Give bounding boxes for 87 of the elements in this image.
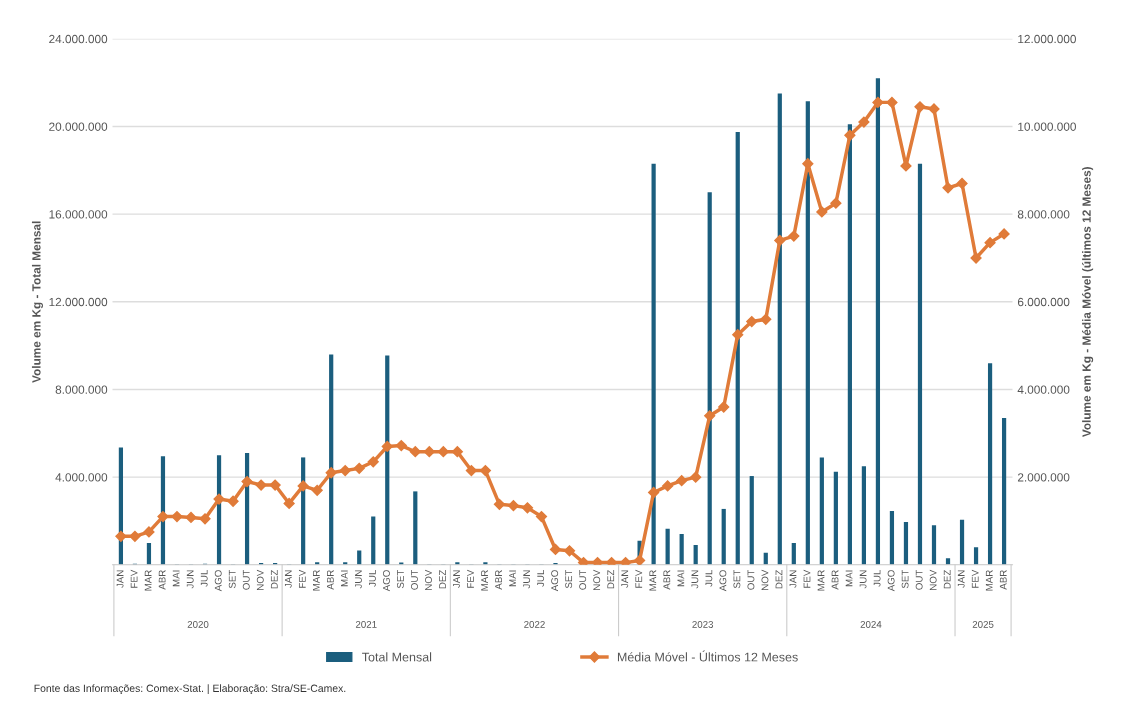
y-axis-title: Volume em Kg - Total Mensal <box>31 221 43 383</box>
x-tick-label: OUT <box>242 569 250 590</box>
x-tick-label: JAN <box>621 570 629 588</box>
x-tick-label: MAI <box>172 570 180 587</box>
text: 2025 <box>972 621 994 628</box>
x-tick-label: JUL <box>873 569 881 587</box>
x-tick-label: SET <box>901 569 909 589</box>
y2-tick-label: 12.000.000 <box>1018 34 1076 44</box>
x-tick-label: AGO <box>719 570 727 592</box>
x-tick-label: FEV <box>130 569 138 588</box>
x-tick-label: SET <box>565 569 573 589</box>
x-tick-label: ABR <box>663 570 671 590</box>
y-tick-label: 16.000.000 <box>49 210 108 219</box>
x-tick-label: MAR <box>649 570 657 591</box>
y-tick-label: 4.000.000 <box>55 473 108 482</box>
y2-tick-label: 10.000.000 <box>1018 122 1076 131</box>
x-tick-label: MAR <box>985 570 993 591</box>
x-tick-label: AGO <box>551 570 559 592</box>
x-tick-label: DEZ <box>607 569 615 589</box>
x-tick-label: DEZ <box>943 569 951 589</box>
x-tick-label: ABR <box>495 570 502 590</box>
y-tick-label: 24.000.000 <box>49 34 108 44</box>
x-tick-label: OUT <box>411 569 418 590</box>
x-tick-label: JUN <box>691 570 699 589</box>
x-tick-label: MAI <box>677 570 685 587</box>
x-tick-label: ABR <box>831 570 839 590</box>
x-tick-label: FEV <box>803 569 811 588</box>
x-tick-label: JAN <box>453 570 460 588</box>
y2-tick-label: 4.000.000 <box>1017 385 1070 394</box>
x-tick-label: OUT <box>915 569 923 590</box>
text: 2021 <box>355 621 377 628</box>
text: 2020 <box>187 621 209 628</box>
x-tick-label: FEV <box>298 569 306 588</box>
x-tick-label: ABR <box>327 570 334 590</box>
x-tick-label: NOV <box>929 569 937 590</box>
text: 2022 <box>524 621 545 628</box>
x-tick-label: DEZ <box>270 569 278 589</box>
x-tick-label: JUL <box>705 569 713 587</box>
x-tick-label: ABR <box>158 570 166 590</box>
x-tick-label: MAR <box>313 570 320 591</box>
x-tick-label: SET <box>733 569 741 589</box>
legend-label: Média Móvel - Últimos 12 Meses <box>617 650 798 662</box>
x-tick-label: FEV <box>635 569 643 588</box>
x-tick-label: JUN <box>355 570 362 589</box>
x-tick-label: DEZ <box>439 569 446 589</box>
x-tick-label: ABR <box>999 570 1007 590</box>
x-tick-label: MAI <box>845 570 853 587</box>
x-tick-label: JAN <box>116 570 124 588</box>
x-tick-label: JAN <box>284 570 292 588</box>
y-tick-label: 8.000.000 <box>55 385 108 394</box>
x-tick-label: MAI <box>509 570 516 587</box>
x-tick-label: AGO <box>382 570 390 592</box>
x-tick-label: AGO <box>887 570 895 592</box>
y2-tick-label: 2.000.000 <box>1017 473 1070 482</box>
x-tick-label: JUN <box>186 570 194 589</box>
text: 2024 <box>860 621 882 628</box>
x-tick-label: DEZ <box>775 569 783 589</box>
x-tick-label: OUT <box>579 569 587 590</box>
x-tick-label: FEV <box>467 569 474 588</box>
x-tick-label: MAR <box>817 570 825 591</box>
x-tick-label: NOV <box>256 569 264 590</box>
source-note: Fonte das Informações: Comex-Stat. | Elaboração: Stra/SE-Camex. <box>34 684 346 695</box>
y2-tick-label: 8.000.000 <box>1017 210 1070 219</box>
x-tick-label: SET <box>228 569 236 589</box>
x-tick-label: JUN <box>859 570 867 589</box>
x-tick-label: JAN <box>789 570 797 588</box>
y-tick-label: 12.000.000 <box>49 297 108 307</box>
text: 2023 <box>692 621 714 628</box>
x-tick-label: JUN <box>523 570 531 589</box>
x-tick-label: OUT <box>747 569 755 590</box>
y2-tick-label: 6.000.000 <box>1017 297 1070 307</box>
x-tick-label: JUL <box>369 569 376 587</box>
x-tick-label: JAN <box>957 570 965 588</box>
y-tick-label: 20.000.000 <box>49 122 108 131</box>
x-tick-label: NOV <box>761 569 769 590</box>
x-tick-label: SET <box>397 569 404 589</box>
x-tick-label: JUL <box>200 569 208 587</box>
x-tick-label: NOV <box>425 569 432 590</box>
legend-label: Total Mensal <box>362 652 432 662</box>
x-tick-label: NOV <box>593 569 601 590</box>
x-tick-label: FEV <box>971 569 979 588</box>
x-tick-label: AGO <box>214 570 222 592</box>
x-tick-label: MAR <box>481 570 488 591</box>
x-tick-label: MAI <box>341 570 348 587</box>
y2-axis-title: Volume em Kg - Média Móvel (últimos 12 Meses) <box>1082 167 1094 438</box>
x-tick-label: MAR <box>144 570 152 591</box>
x-tick-label: JUL <box>537 569 545 587</box>
